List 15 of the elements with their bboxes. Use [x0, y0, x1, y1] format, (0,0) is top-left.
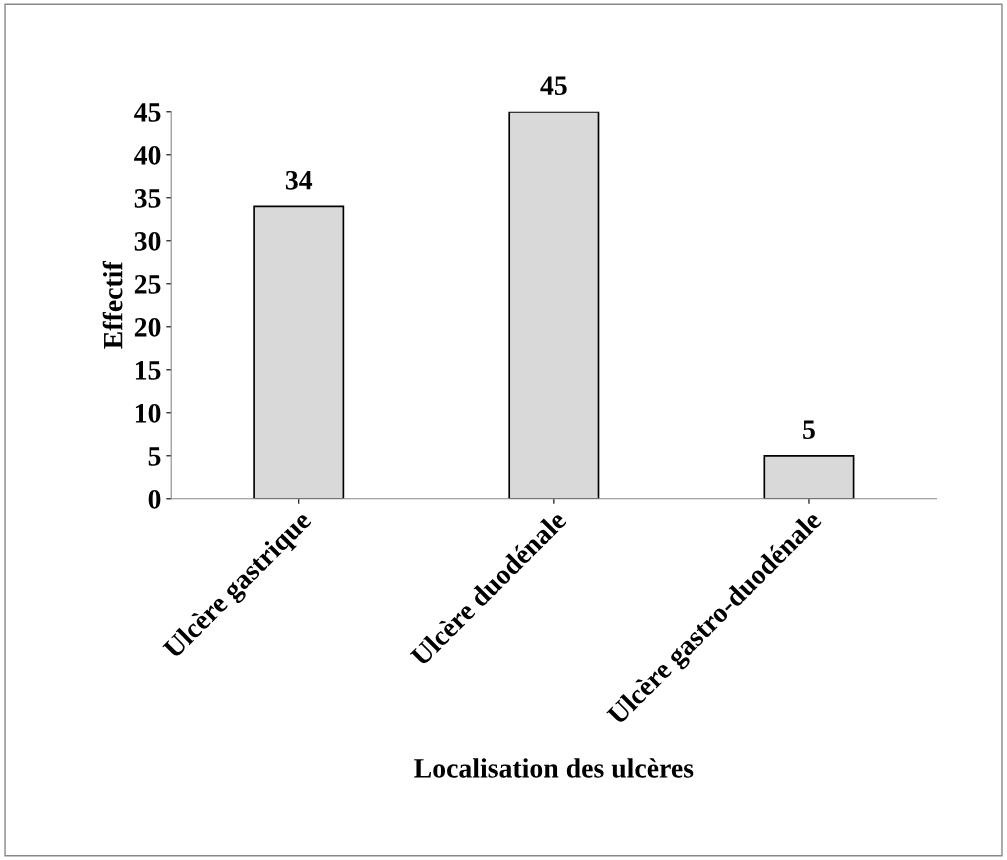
- y-axis-title: Effectif: [102, 261, 123, 349]
- y-tick-label: 45: [134, 103, 161, 122]
- y-tick-label: 0: [148, 489, 161, 509]
- y-tick-label: 20: [134, 317, 161, 337]
- data-label: 45: [540, 76, 567, 96]
- data-label: 5: [803, 420, 815, 440]
- y-tick-label: 40: [134, 145, 161, 165]
- x-axis-title: Localisation des ulcères: [414, 758, 694, 778]
- y-tick-label: 10: [135, 403, 161, 423]
- y-tick-label: 35: [134, 189, 161, 208]
- y-tick-label: 25: [134, 275, 161, 294]
- y-tick-label: 15: [135, 361, 161, 380]
- y-tick-label: 5: [148, 447, 161, 466]
- data-label: 34: [285, 170, 313, 190]
- y-tick-label: 30: [134, 231, 161, 251]
